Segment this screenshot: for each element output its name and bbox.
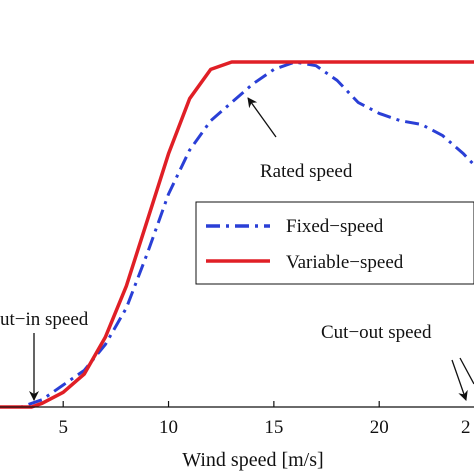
- cut-in-speed-label: ut−in speed: [0, 309, 89, 330]
- rated-speed-arrow: [247, 97, 277, 138]
- x-tick-label: 10: [159, 417, 178, 438]
- series-layer: [0, 60, 474, 409]
- fixed-speed-series-line: [0, 60, 474, 409]
- rated-speed-label: Rated speed: [260, 161, 353, 182]
- variable-speed-series-line: [0, 60, 474, 409]
- cut-out-speed-arrow-2: [459, 357, 474, 385]
- x-ticks: 5 10 15 20 2: [58, 401, 471, 438]
- x-tick-label: 5: [58, 417, 68, 438]
- x-tick-label: 15: [264, 417, 283, 438]
- rated-speed-annotation: Rated speed: [247, 97, 353, 182]
- cut-out-speed-annotation: Cut−out speed: [321, 322, 474, 401]
- x-axis-label: Wind speed [m/s]: [182, 449, 323, 471]
- x-tick-label: 2: [461, 417, 471, 438]
- cut-out-speed-label: Cut−out speed: [321, 322, 432, 343]
- legend-box: [195, 201, 474, 285]
- x-tick-label: 20: [370, 417, 389, 438]
- legend-variable-speed-label: Variable−speed: [286, 252, 404, 273]
- legend: Fixed−speed Variable−speed: [195, 201, 474, 285]
- cut-in-speed-annotation: ut−in speed: [0, 309, 89, 401]
- legend-fixed-speed-label: Fixed−speed: [286, 216, 384, 237]
- cut-out-speed-arrow-1: [451, 359, 468, 401]
